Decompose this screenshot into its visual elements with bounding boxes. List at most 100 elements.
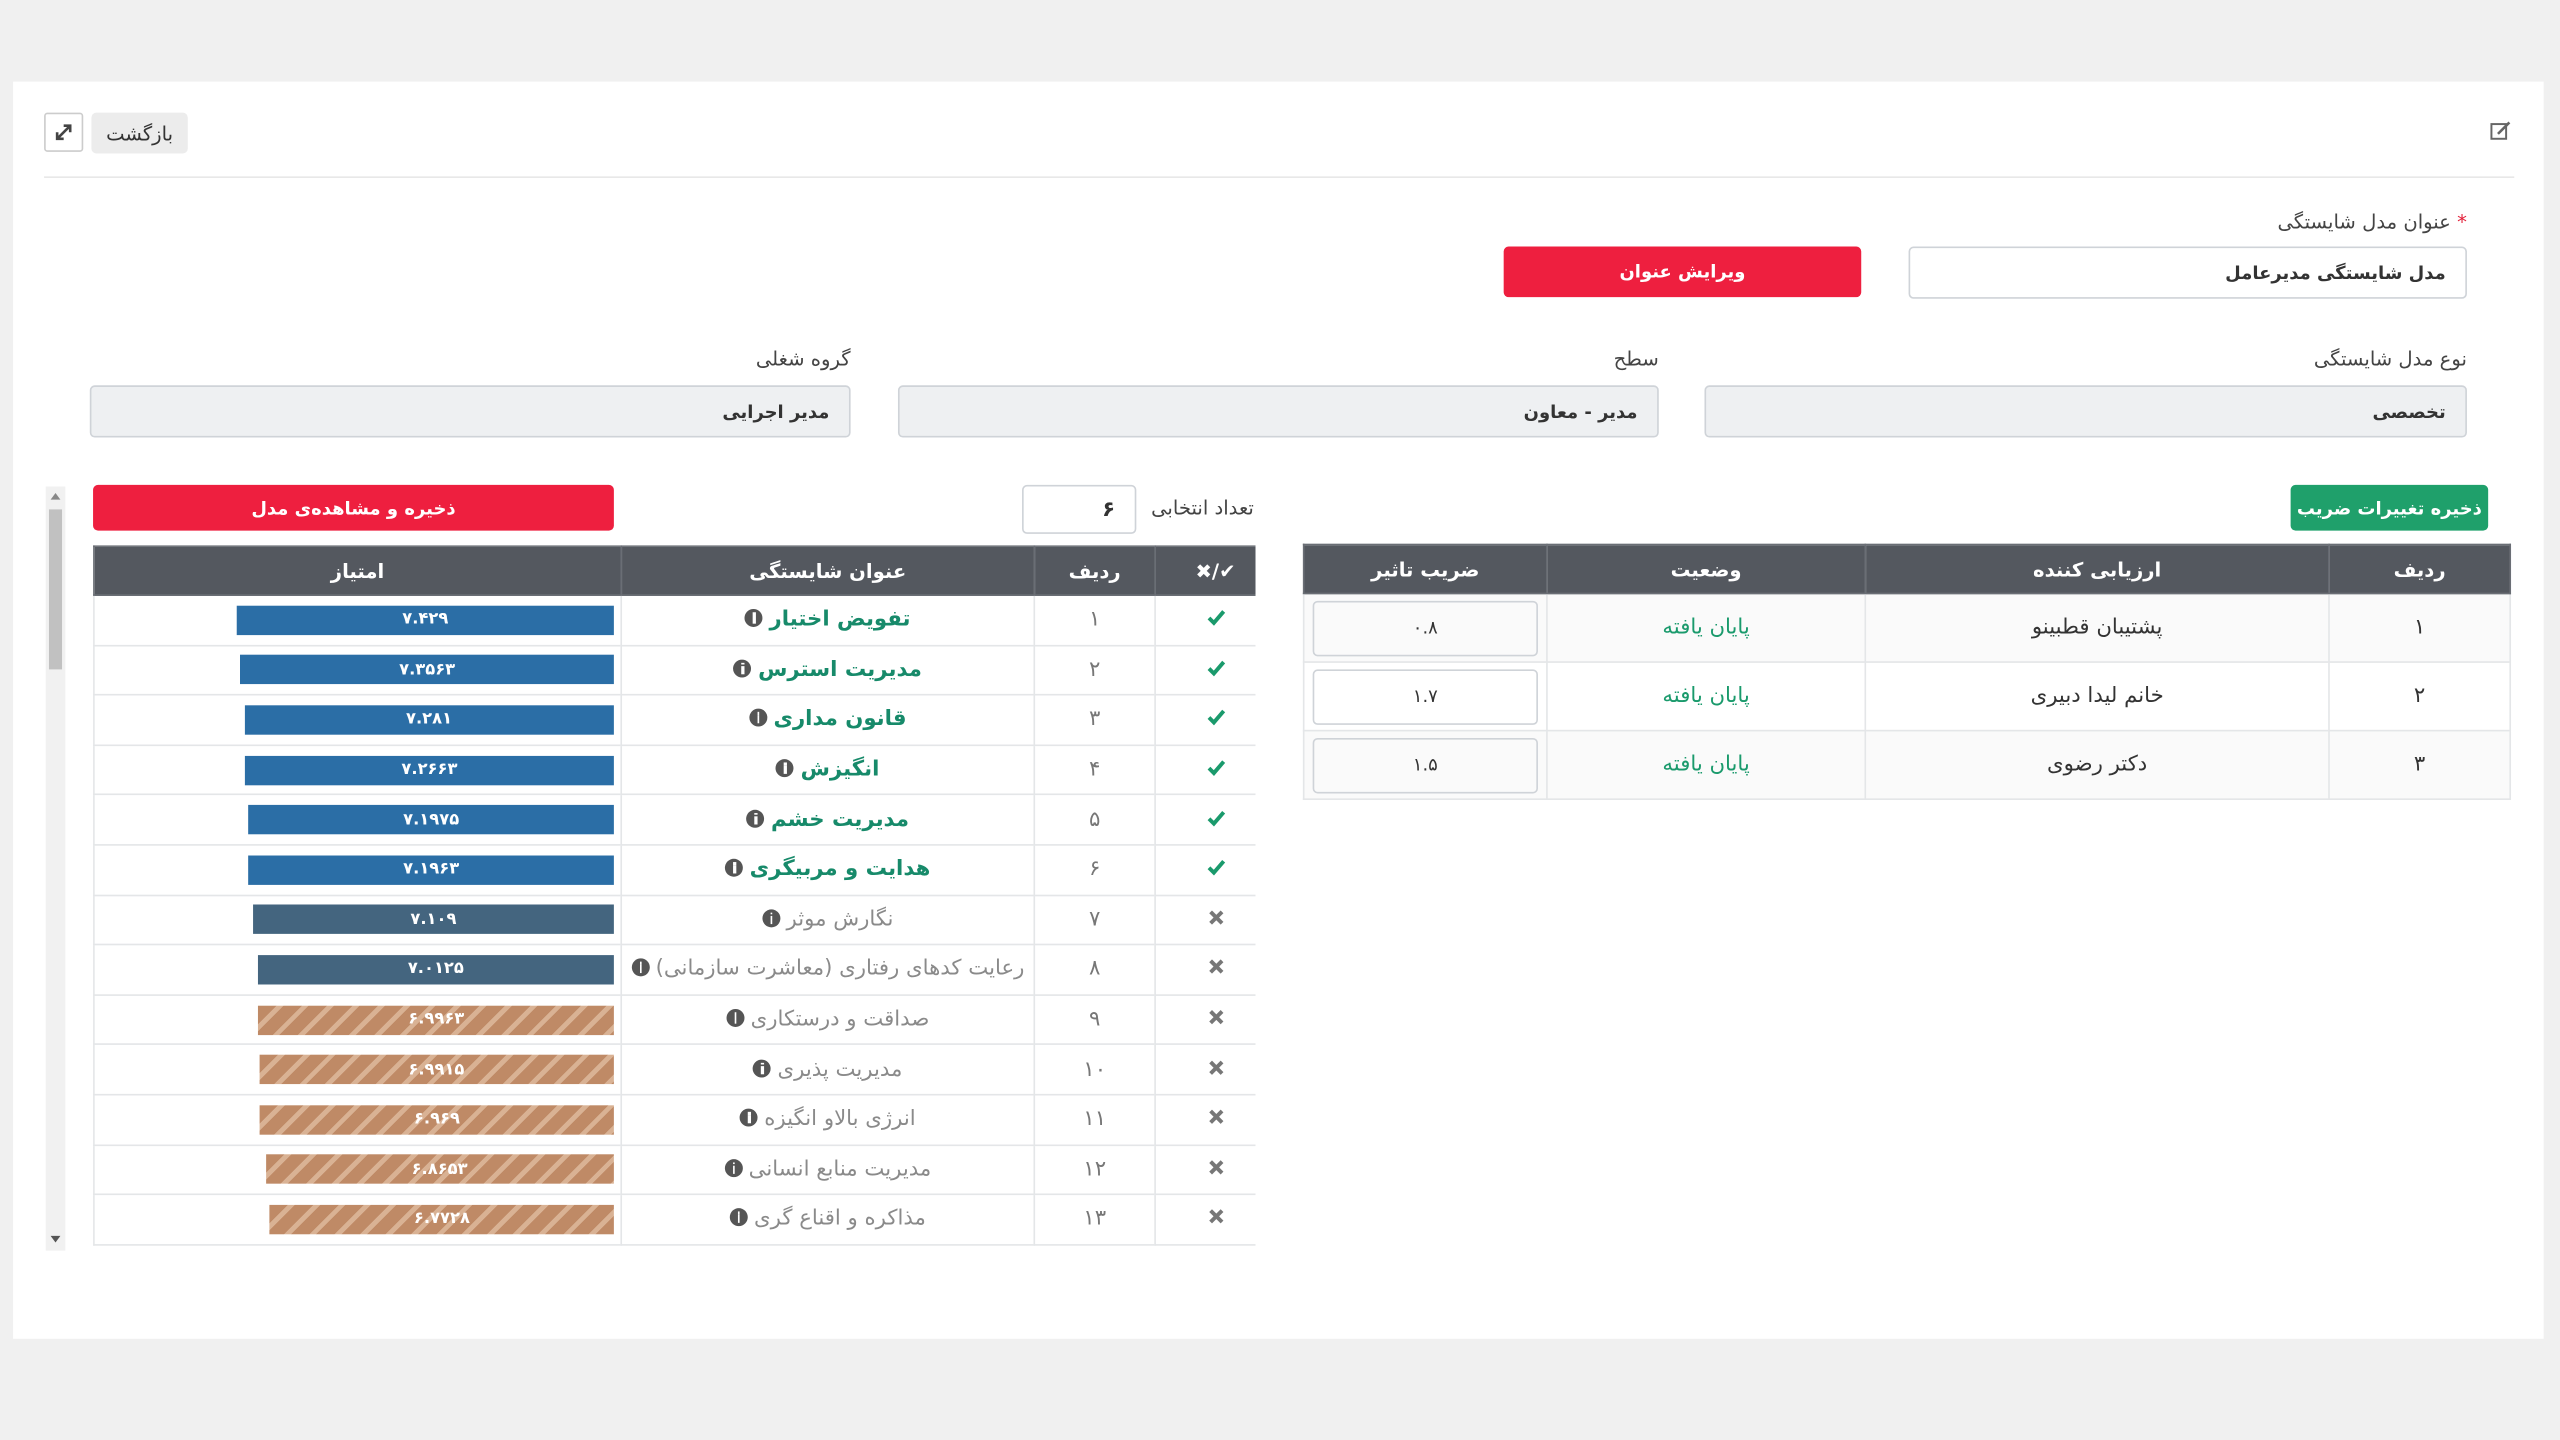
back-button[interactable]: بازگشت	[91, 112, 188, 154]
cell: ۲	[2328, 661, 2512, 732]
info-icon[interactable]	[631, 959, 650, 978]
select-cell[interactable]	[1154, 943, 1256, 996]
title-cell: انرژی بالاو انگیزه	[620, 1093, 1036, 1146]
info-icon[interactable]	[733, 659, 752, 678]
field-input[interactable]: مدیر اجرایی	[89, 385, 851, 438]
info-icon[interactable]	[724, 1158, 743, 1177]
cross-icon	[1208, 960, 1223, 975]
cell-text: ۱	[2413, 615, 2426, 640]
scroll-thumb[interactable]	[48, 509, 63, 670]
select-cell[interactable]	[1154, 794, 1256, 846]
info-icon[interactable]	[746, 809, 765, 828]
title-cell: مذاکره و اقناع گری	[620, 1193, 1036, 1246]
title-cell: مدیریت استرس	[620, 644, 1036, 696]
cell-text: مدیریت خشم	[771, 807, 909, 833]
competencies-table: ✔/✖ ردیف عنوان شایستگی امتیاز ۱ تفویض اختیار ۷…	[93, 545, 1256, 1246]
cell: پشتیبان قطبینو	[1864, 592, 2330, 663]
info-icon[interactable]	[726, 1009, 745, 1028]
coefficient-input[interactable]: ۱.۵	[1312, 737, 1538, 793]
cell-text: رعایت کدهای رفتاری (معاشرت سازمانی)	[655, 957, 1025, 982]
title-cell: نگارش موثر	[620, 893, 1036, 946]
expand-button[interactable]	[44, 112, 84, 152]
score-cell: ۷.۰۱۲۵	[93, 943, 623, 996]
cell-text: ۳	[2413, 752, 2426, 778]
info-icon[interactable]	[762, 909, 780, 928]
count-label: تعداد انتخابی	[1151, 496, 1254, 520]
competency-row: ۵ مدیریت خشم ۷.۱۹۷۵	[93, 794, 1256, 846]
score-bar: ۷.۲۶۶۳	[244, 755, 614, 785]
save-model-button[interactable]: ذخیره و مشاهده‌ی مدل	[93, 484, 614, 531]
count-input[interactable]: ۶	[1022, 484, 1137, 534]
cell: ۳	[2328, 729, 2512, 800]
score-bar: ۷.۱۹۶۳	[248, 855, 614, 885]
info-icon[interactable]	[729, 1208, 748, 1227]
coefficient-input[interactable]: ۱.۷	[1312, 668, 1538, 725]
column-header: عنوان شایستگی	[620, 545, 1036, 596]
scroll-up[interactable]	[49, 491, 62, 501]
column-header: ارزیابی کننده	[1864, 543, 2330, 595]
column-header: وضعیت	[1546, 543, 1867, 595]
select-cell[interactable]	[1154, 1143, 1256, 1196]
select-cell[interactable]	[1154, 893, 1256, 946]
info-icon[interactable]	[749, 709, 767, 728]
select-cell[interactable]	[1154, 744, 1256, 796]
select-cell[interactable]	[1154, 1193, 1256, 1246]
select-cell[interactable]	[1154, 1043, 1256, 1096]
cell-text: مدیریت منابع انسانی	[748, 1157, 932, 1182]
separator	[44, 176, 2515, 178]
index-cell: ۲	[1033, 644, 1156, 696]
check-icon	[1206, 710, 1225, 727]
competency-row: ۳ قانون مداری ۷.۲۸۱	[93, 694, 1256, 746]
score-wrap: ۶.۹۹۶۳	[95, 1004, 621, 1035]
competency-row: ۱۱ انرژی بالاو انگیزه ۶.۹۶۹	[93, 1093, 1256, 1146]
scroll-down[interactable]	[49, 1234, 62, 1244]
save-coefficients-button[interactable]: ذخیره تغییرات ضریب	[2290, 484, 2489, 531]
coefficient-input[interactable]: ۰.۸	[1312, 600, 1538, 656]
score-bar: ۷.۱۰۹	[252, 905, 614, 935]
info-icon[interactable]	[725, 859, 744, 878]
competency-row: ۶ هدایت و مربیگری ۷.۱۹۶۳	[93, 844, 1256, 896]
info-icon[interactable]	[776, 759, 795, 778]
cross-icon	[1208, 1060, 1223, 1075]
header-row: ردیف ارزیابی کننده وضعیت ضریب تاثیر	[1302, 543, 2512, 595]
select-cell[interactable]	[1154, 694, 1256, 746]
score-cell: ۶.۸۶۵۳	[93, 1143, 623, 1196]
title-cell: رعایت کدهای رفتاری (معاشرت سازمانی)	[620, 943, 1036, 996]
cell-text: مذاکره و اقناع گری	[754, 1207, 926, 1232]
info-icon[interactable]	[739, 1108, 758, 1127]
score-cell: ۷.۱۰۹	[93, 893, 623, 946]
select-cell[interactable]	[1154, 1093, 1256, 1146]
field-input[interactable]: مدیر - معاون	[897, 385, 1659, 438]
info-icon[interactable]	[745, 609, 763, 628]
select-cell[interactable]	[1154, 844, 1256, 896]
cell-text: ۱	[1088, 607, 1101, 633]
edit-title-button[interactable]: ویرایش عنوان	[1503, 246, 1862, 298]
field-label: نوع مدل شایستگی	[2313, 347, 2467, 371]
cross-icon	[1208, 1209, 1223, 1225]
cell-text: مدیریت پذیری	[777, 1057, 903, 1082]
select-cell[interactable]	[1154, 644, 1256, 696]
field-input[interactable]: تخصصی	[1704, 385, 2467, 438]
required-mark: *	[2457, 210, 2467, 234]
score-wrap: ۶.۷۷۲۸	[95, 1204, 621, 1235]
cell-text: انرژی بالاو انگیزه	[764, 1107, 916, 1132]
score-cell: ۷.۱۹۶۳	[93, 844, 623, 896]
info-icon[interactable]	[753, 1059, 771, 1077]
index-cell: ۱۲	[1033, 1143, 1156, 1196]
index-cell: ۸	[1033, 943, 1156, 996]
scrollbar[interactable]	[45, 486, 66, 1251]
select-cell[interactable]	[1154, 993, 1256, 1046]
score-bar: ۶.۹۹۶۳	[258, 1004, 614, 1035]
title-input[interactable]: مدل شایستگی مدیرعامل	[1908, 246, 2467, 299]
cross-icon	[1208, 910, 1223, 925]
cell-text: مدیریت استرس	[758, 657, 922, 683]
cell: پایان یافته	[1546, 729, 1867, 800]
expand-icon	[55, 124, 72, 141]
score-bar: ۶.۹۶۹	[260, 1104, 614, 1135]
competency-row: ۹ صداقت و درستکاری ۶.۹۹۶۳	[93, 993, 1256, 1046]
cell-text: ۱۳	[1083, 1207, 1107, 1232]
select-cell[interactable]	[1154, 594, 1256, 646]
cell-text: پایان یافته	[1662, 684, 1750, 709]
edit-icon[interactable]	[2490, 119, 2513, 142]
